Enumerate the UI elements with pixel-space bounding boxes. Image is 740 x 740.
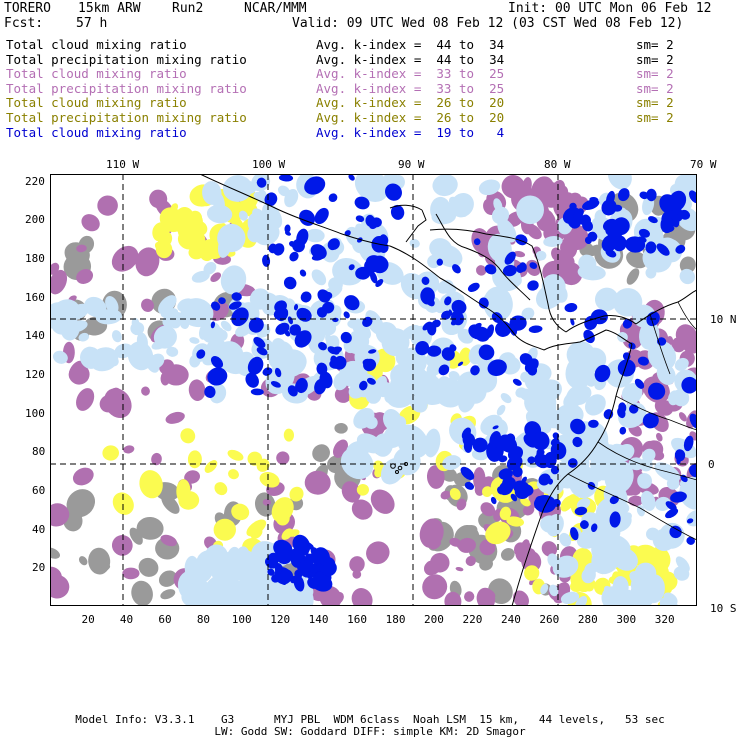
x-grid-label: 20: [81, 613, 95, 626]
legend-field-name: Total cloud mixing ratio: [6, 95, 187, 111]
x-grid-label: 300: [616, 613, 637, 626]
lat-lon-grid: [50, 174, 697, 606]
legend-row: Total cloud mixing ratio Avg. k-index = 2…: [6, 95, 736, 110]
y-grid-label: 220: [25, 174, 45, 188]
physics-info: LW: Godd SW: Goddard DIFF: simple KM: 2D…: [214, 725, 526, 738]
y-grid-label: 40: [32, 522, 46, 536]
x-grid-label: 100: [231, 613, 252, 626]
blue-cloud-layer: [196, 174, 697, 592]
x-grid-label: 320: [654, 613, 675, 626]
model-info: Model Info: V3.3.1 G3 MYJ PBL WDM 6class…: [75, 713, 665, 726]
x-grid-label: 80: [196, 613, 211, 626]
legend-row: Total precipitation mixing ratio Avg. k-i…: [6, 110, 736, 125]
coastline: [199, 174, 697, 606]
x-grid-label: 120: [270, 613, 291, 626]
y-grid-label: 140: [25, 329, 45, 343]
lon-label-70w: 70 W: [690, 158, 717, 171]
legend-k-index: Avg. k-index = 19 to 4: [316, 124, 505, 140]
forecast-map: [50, 174, 697, 606]
x-grid-label: 280: [577, 613, 598, 626]
legend-k-index: Avg. k-index = 33 to 25: [316, 80, 505, 96]
y-grid-label: 80: [32, 445, 46, 459]
x-grid-label: 60: [158, 613, 172, 626]
legend-smoothing: sm= 2: [636, 51, 674, 67]
legend-k-index: Avg. k-index = 26 to 20: [316, 95, 505, 111]
lon-label-110w: 110 W: [106, 158, 140, 171]
y-grid-label: 100: [25, 406, 45, 420]
legend-row: Total precipitation mixing ratio Avg. k-i…: [6, 52, 736, 67]
legend-smoothing: sm= 2: [636, 110, 674, 125]
legend-smoothing: sm= 2: [636, 80, 674, 96]
lon-label-100w: 100 W: [252, 158, 286, 171]
legend-k-index: Avg. k-index = 44 to 34: [316, 51, 505, 67]
y-grid-label: 200: [25, 213, 45, 227]
run-label: Run2: [172, 1, 204, 16]
legend-smoothing: sm= 2: [636, 66, 674, 82]
lat-label-10s: 10 S: [710, 602, 737, 615]
legend-row: Total cloud mixing ratio Avg. k-index = 3…: [6, 66, 736, 81]
map-canvas: [50, 174, 697, 606]
legend-field-name: Total precipitation mixing ratio: [6, 80, 247, 96]
x-grid-label: 40: [119, 613, 134, 626]
legend-smoothing: sm= 2: [636, 37, 674, 52]
y-grid-label: 180: [25, 252, 45, 266]
lon-label-80w: 80 W: [544, 158, 571, 171]
legend-k-index: Avg. k-index = 44 to 34: [316, 37, 505, 52]
x-grid-label: 140: [308, 613, 329, 626]
legend-row: Total cloud mixing ratio Avg. k-index = 4…: [6, 37, 736, 52]
legend-k-index: Avg. k-index = 33 to 25: [316, 66, 505, 82]
forecast-label: Fcst:: [4, 16, 44, 31]
valid-time: Valid: 09 UTC Wed 08 Feb 12 (03 CST Wed …: [292, 16, 684, 31]
legend-field-name: Total cloud mixing ratio: [6, 124, 187, 140]
legend-field-name: Total precipitation mixing ratio: [6, 51, 247, 67]
lat-label-0: 0: [708, 458, 715, 471]
legend-smoothing: sm= 2: [636, 95, 674, 111]
init-time: Init: 00 UTC Mon 06 Feb 12: [508, 1, 712, 16]
y-grid-label: 20: [32, 561, 46, 575]
resolution-label: 15km ARW: [78, 1, 141, 16]
legend-field-name: Total cloud mixing ratio: [6, 37, 187, 52]
x-grid-label: 160: [347, 613, 367, 626]
x-grid-label: 200: [424, 613, 444, 626]
y-grid-label: 60: [32, 484, 46, 498]
x-grid-label: 240: [500, 613, 521, 626]
lon-label-90w: 90 W: [398, 158, 425, 171]
x-grid-label: 180: [385, 613, 406, 626]
legend-row: Total precipitation mixing ratio Avg. k-i…: [6, 81, 736, 96]
y-grid-label: 120: [25, 368, 45, 382]
forecast-hours: 57 h: [76, 16, 108, 31]
legend-field-name: Total precipitation mixing ratio: [6, 110, 247, 125]
x-grid-label: 260: [539, 613, 560, 626]
x-grid-label: 220: [462, 613, 483, 626]
legend-k-index: Avg. k-index = 26 to 20: [316, 110, 505, 125]
model-name: TORERO: [4, 1, 51, 16]
org-label: NCAR/MMM: [244, 1, 307, 16]
legend-row: Total cloud mixing ratio Avg. k-index = 1…: [6, 125, 736, 140]
lat-label-10n: 10 N: [710, 313, 737, 326]
y-grid-label: 160: [25, 290, 45, 304]
legend-field-name: Total cloud mixing ratio: [6, 66, 187, 82]
